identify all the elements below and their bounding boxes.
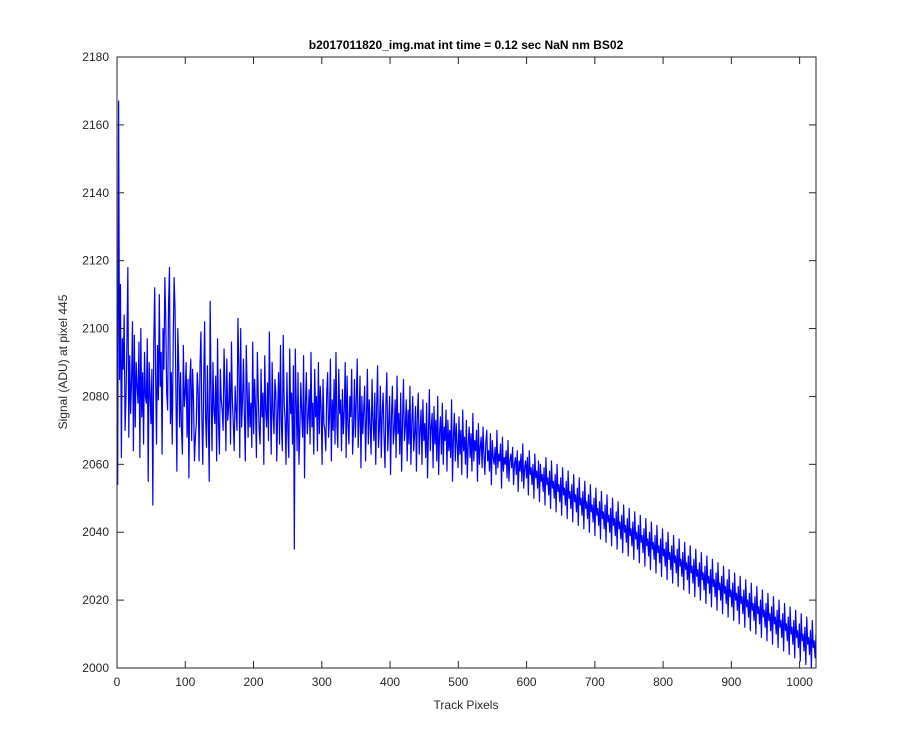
y-tick-label: 2160 [82, 118, 109, 132]
axes-box [116, 56, 817, 669]
y-tick-label: 2040 [82, 525, 109, 539]
y-tick-label: 2080 [82, 389, 109, 403]
y-tick-label: 2120 [82, 254, 109, 268]
chart-title: b2017011820_img.mat int time = 0.12 sec … [309, 38, 624, 52]
x-tick-label: 900 [721, 675, 741, 689]
x-tick-label: 0 [114, 675, 121, 689]
y-tick-label: 2020 [82, 593, 109, 607]
y-axis-label: Signal (ADU) at pixel 445 [56, 294, 70, 429]
x-tick-label: 300 [312, 675, 332, 689]
x-tick-label: 600 [517, 675, 537, 689]
y-tick-label: 2060 [82, 457, 109, 471]
y-tick-label: 2100 [82, 322, 109, 336]
x-tick-label: 1000 [786, 675, 813, 689]
x-tick-label: 200 [244, 675, 264, 689]
y-axis-ticks: 2000 2020 2040 2060 2080 2100 2120 2140 2160 2180 [82, 50, 816, 675]
x-tick-label: 700 [585, 675, 605, 689]
signal-series-line [117, 100, 816, 668]
x-axis-label: Track Pixels [434, 698, 499, 712]
y-tick-label: 2000 [82, 661, 109, 675]
y-tick-label: 2140 [82, 186, 109, 200]
x-tick-label: 500 [448, 675, 468, 689]
x-tick-label: 400 [380, 675, 400, 689]
x-tick-label: 800 [653, 675, 673, 689]
y-tick-label: 2180 [82, 50, 109, 64]
x-tick-label: 100 [175, 675, 195, 689]
x-axis-ticks: 0 100 200 300 400 500 600 700 800 900 1000 [114, 57, 813, 689]
